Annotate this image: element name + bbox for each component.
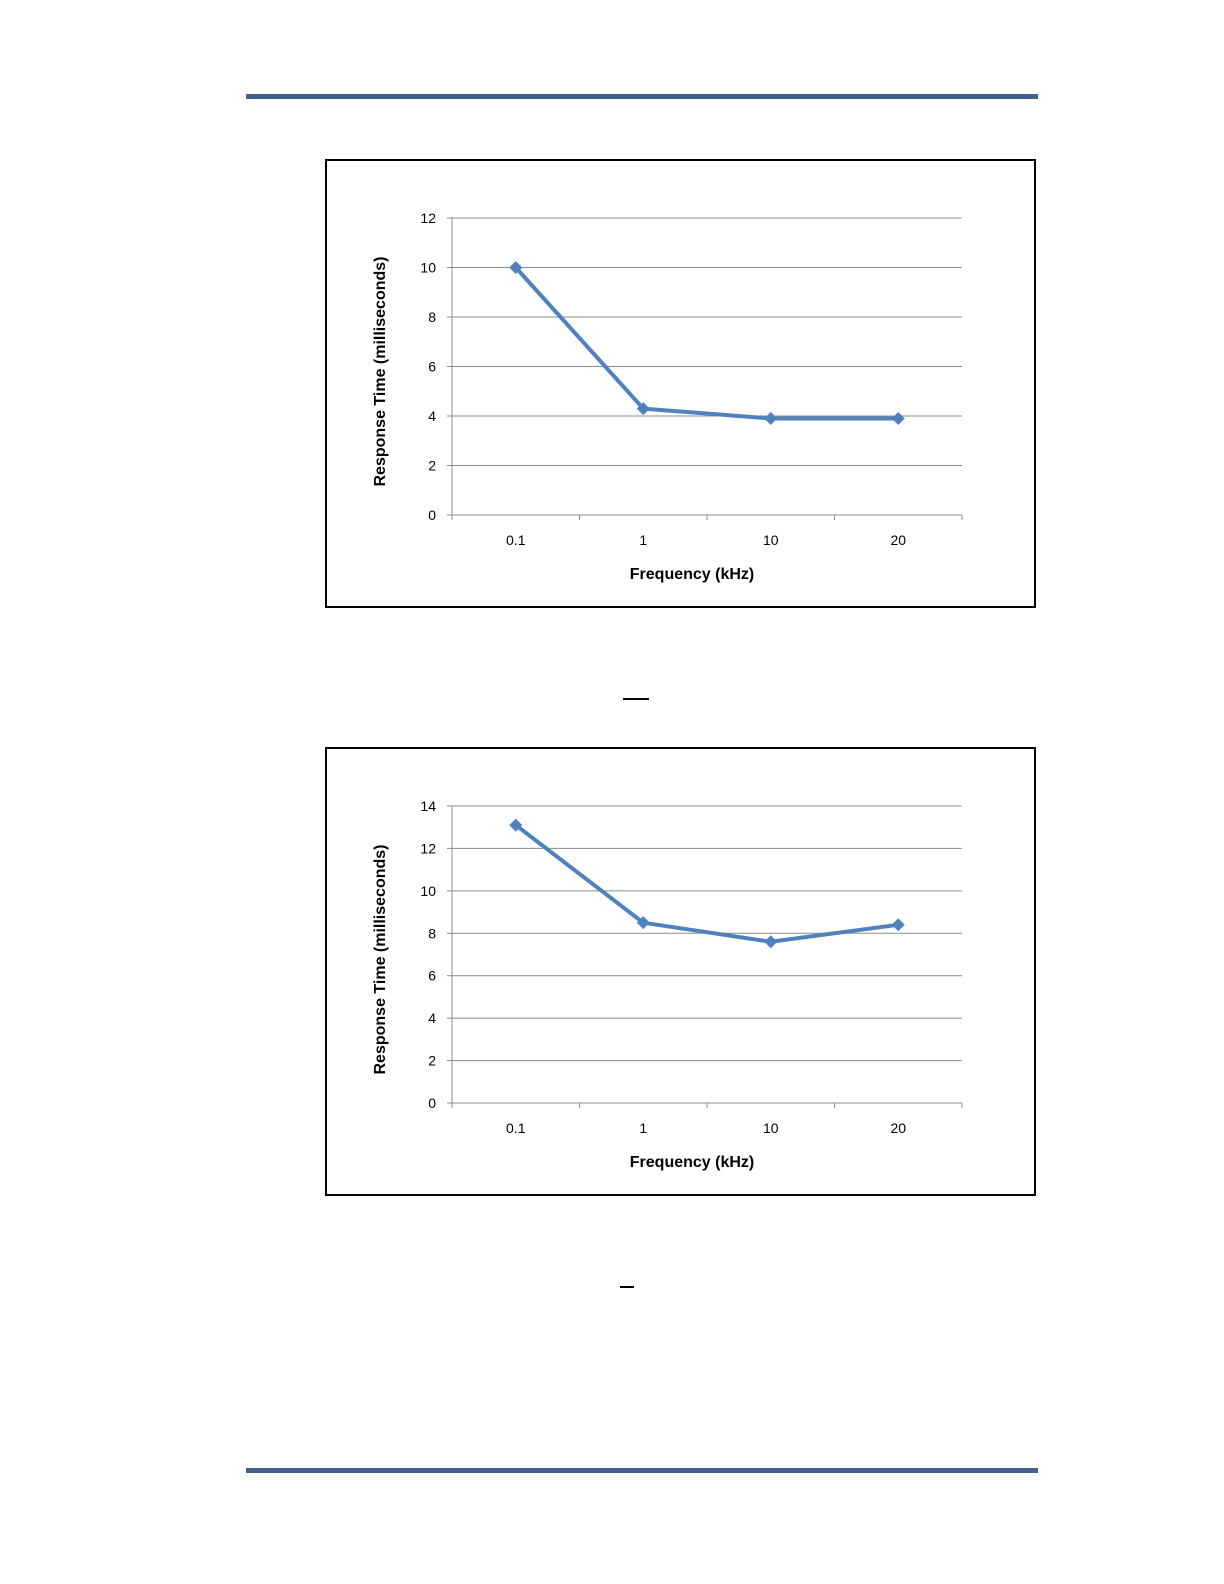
chart-frame-response-time-1: 0 2 4 6 8 10 12 0.1 1 10 20 Frequency (kHz) Response… [325, 159, 1036, 608]
x-tick-label: 0.1 [506, 1120, 526, 1136]
line-chart-2: 0 2 4 6 8 10 12 14 0.1 1 10 20 Frequency (kHz) Respon… [372, 798, 963, 1171]
data-point-marker [636, 402, 650, 416]
series-line [514, 823, 899, 944]
y-tick-label: 2 [428, 1053, 436, 1069]
y-tick-label: 6 [428, 968, 436, 984]
y-tick-label: 12 [420, 210, 436, 226]
caption-underline-2 [620, 1286, 634, 1288]
tick-labels: 0 2 4 6 8 10 12 14 0.1 1 10 20 [420, 798, 906, 1136]
gridlines [452, 217, 962, 466]
series-line [514, 266, 899, 421]
y-tick-label: 0 [428, 507, 436, 523]
y-tick-label: 4 [428, 408, 436, 424]
data-point-marker [891, 918, 905, 932]
x-tick-label: 0.1 [506, 532, 526, 548]
y-tick-label: 12 [420, 840, 436, 856]
data-point-marker [764, 935, 778, 949]
axes [447, 805, 963, 1108]
y-tick-label: 10 [420, 260, 436, 276]
y-tick-label: 8 [428, 309, 436, 325]
x-tick-label: 20 [890, 1120, 906, 1136]
chart-frame-response-time-2: 0 2 4 6 8 10 12 14 0.1 1 10 20 Frequency (kHz) Respon… [325, 747, 1036, 1196]
y-tick-label: 4 [428, 1010, 436, 1026]
y-tick-label: 6 [428, 359, 436, 375]
x-tick-label: 1 [639, 532, 647, 548]
tick-labels: 0 2 4 6 8 10 12 0.1 1 10 20 [420, 210, 906, 548]
x-axis-title: Frequency (kHz) [630, 1154, 754, 1171]
footer-rule [246, 1468, 1038, 1473]
data-point-marker [509, 818, 523, 832]
data-point-marker [891, 411, 905, 425]
header-rule [246, 94, 1038, 99]
x-axis-title: Frequency (kHz) [630, 566, 754, 583]
y-tick-label: 14 [420, 798, 436, 814]
data-point-marker [509, 261, 523, 274]
x-tick-label: 10 [763, 1120, 779, 1136]
axes [447, 217, 963, 520]
data-point-marker [764, 411, 778, 425]
x-tick-label: 10 [763, 532, 779, 548]
y-tick-label: 8 [428, 925, 436, 941]
caption-underline-1 [623, 698, 649, 700]
data-point-marker [636, 916, 650, 930]
y-axis-title: Response Time (milliseconds) [372, 845, 389, 1075]
x-tick-label: 1 [639, 1120, 647, 1136]
line-chart-1: 0 2 4 6 8 10 12 0.1 1 10 20 Frequency (kHz) Response… [372, 210, 963, 583]
y-tick-label: 2 [428, 458, 436, 474]
y-tick-label: 0 [428, 1095, 436, 1111]
y-axis-title: Response Time (milliseconds) [372, 257, 389, 487]
y-tick-label: 10 [420, 883, 436, 899]
x-tick-label: 20 [890, 532, 906, 548]
